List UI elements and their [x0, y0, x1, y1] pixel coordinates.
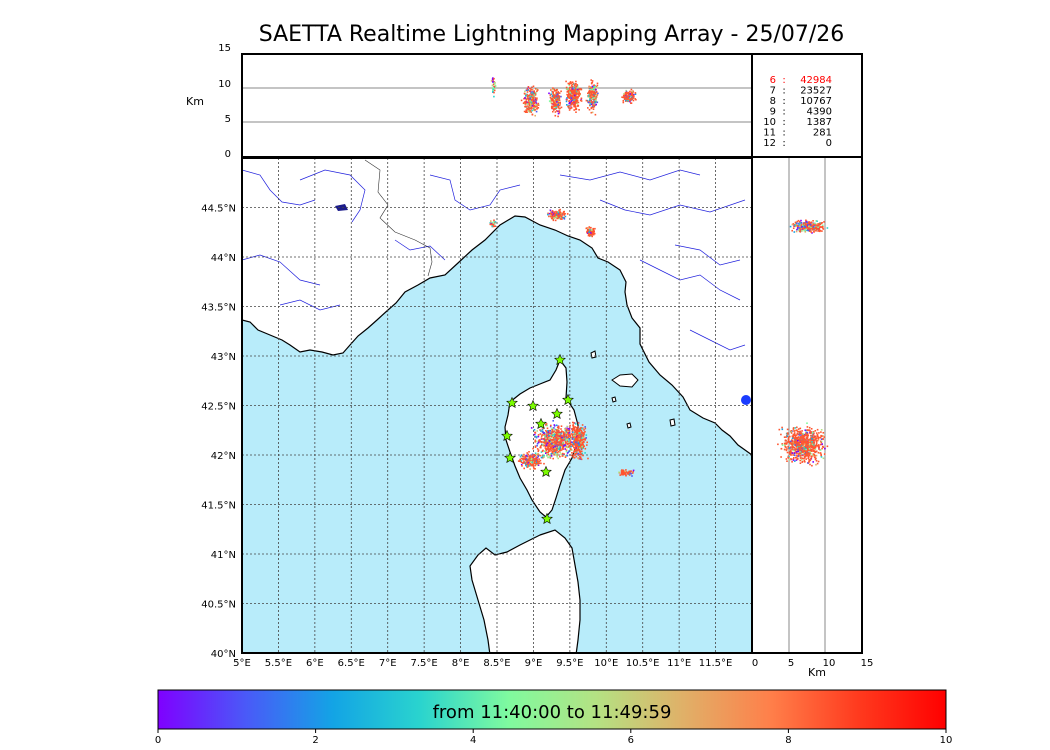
- longitude-tick-label: 11.5°E: [699, 658, 733, 669]
- altitude-gridlines: [242, 87, 752, 123]
- altitude-tick-label: 10: [218, 79, 231, 90]
- latitude-tick-label: 44.5°N: [201, 204, 236, 215]
- station-star-marker: [541, 512, 553, 525]
- altitude-lightning-points: [490, 77, 637, 118]
- latitude-tick-label: 41.5°N: [201, 501, 236, 512]
- colorbar-ticks: 0 2 4 6 8 10: [155, 729, 953, 746]
- side-tick-label: 5: [788, 658, 794, 669]
- station-count-colon: :: [782, 86, 785, 97]
- side-axis-label: Km: [808, 666, 826, 679]
- colorbar: 0 2 4 6 8 10: [155, 689, 953, 746]
- side-lightning-points: [777, 219, 829, 467]
- longitude-tick-label: 7°E: [379, 658, 397, 669]
- latitude-tick-label: 41°N: [211, 550, 236, 561]
- latitude-tick-label: 44°N: [211, 253, 236, 264]
- colorbar-tick-label: 10: [940, 735, 953, 746]
- station-count-stations: 9: [770, 107, 776, 118]
- longitude-tick-label: 6.5°E: [338, 658, 365, 669]
- latitude-tick-label: 43.5°N: [201, 303, 236, 314]
- pianosa-island: [611, 396, 617, 403]
- borders: [364, 159, 433, 277]
- station-star-marker: [504, 451, 516, 464]
- longitude-tick-label: 8.5°E: [483, 658, 510, 669]
- longitude-tick-label: 9°E: [525, 658, 543, 669]
- station-star-marker: [562, 393, 574, 406]
- station-count-stations: 11: [763, 128, 776, 139]
- longitude-tick-label: 10°E: [594, 658, 618, 669]
- side-altitude-panel: 0 5 10 15 Km: [741, 156, 874, 679]
- station-count-value: 4390: [807, 107, 832, 118]
- landmasses: [242, 158, 752, 653]
- station-count-colon: :: [782, 117, 785, 128]
- latitude-tick-label: 40°N: [211, 649, 236, 660]
- altitude-panel: Km 0 5 10 15 6: 42984 7: 23527 8: 10767 9: 4390…: [186, 43, 863, 160]
- map-panel: 5°E 5.5°E 6°E 6.5°E 7°E 7.5°E 8°E 8.5°E 9°E 9.5°E…: [201, 157, 753, 669]
- station-count-colon: :: [782, 138, 785, 149]
- station-count-colon: :: [782, 75, 785, 86]
- station-count-table: 6: 42984 7: 23527 8: 10767 9: 4390 10: 1387 11: 281…: [763, 75, 832, 149]
- station-star-marker: [501, 429, 513, 442]
- lma-station-markers: [501, 353, 574, 525]
- longitude-tick-label: 11°E: [667, 658, 691, 669]
- elba-island: [611, 373, 639, 388]
- longitude-tick-label: 5.5°E: [265, 658, 292, 669]
- station-count-stations: 8: [770, 96, 776, 107]
- longitude-tick-label: 8°E: [452, 658, 470, 669]
- side-tick-label: 10: [823, 658, 836, 669]
- altitude-tick-label: 15: [218, 43, 231, 54]
- mainland-land: [242, 158, 752, 456]
- station-star-marker: [527, 399, 539, 412]
- colorbar-time-range-label: from 11:40:00 to 11:49:59: [432, 702, 672, 723]
- station-count-value: 1387: [807, 117, 832, 128]
- side-tick-label: 15: [861, 658, 874, 669]
- altitude-axis-label: Km: [186, 95, 204, 108]
- longitude-tick-label: 5°E: [233, 658, 251, 669]
- station-count-value: 42984: [800, 75, 832, 86]
- station-count-stations: 12: [763, 138, 776, 149]
- station-count-value: 281: [813, 128, 832, 139]
- latitude-tick-label: 42.5°N: [201, 402, 236, 413]
- station-count-value: 23527: [800, 86, 832, 97]
- station-count-stations: 7: [770, 86, 776, 97]
- altitude-tick-label: 5: [225, 114, 231, 125]
- station-count-value: 0: [826, 138, 832, 149]
- station-star-marker: [554, 353, 566, 366]
- station-star-marker: [540, 465, 552, 478]
- latitude-tick-label: 43°N: [211, 352, 236, 363]
- map-lightning-points: [489, 208, 635, 477]
- colorbar-tick-label: 6: [628, 735, 634, 746]
- longitude-tick-label: 6°E: [306, 658, 324, 669]
- station-count-colon: :: [782, 128, 785, 139]
- station-star-marker: [506, 396, 518, 409]
- station-star-marker: [535, 417, 547, 430]
- colorbar-tick-label: 0: [155, 735, 161, 746]
- montecristo-island: [626, 422, 632, 429]
- colorbar-tick-label: 4: [470, 735, 476, 746]
- longitude-tick-label: 7.5°E: [411, 658, 438, 669]
- station-count-stations: 6: [770, 75, 776, 86]
- station-count-colon: :: [782, 96, 785, 107]
- colorbar-bar: [157, 689, 947, 730]
- longitude-tick-labels: 5°E 5.5°E 6°E 6.5°E 7°E 7.5°E 8°E 8.5°E 9°E 9.5°E…: [233, 658, 732, 669]
- station-star-marker: [551, 407, 563, 420]
- station-count-colon: :: [782, 107, 785, 118]
- figure-title: SAETTA Realtime Lightning Mapping Array …: [258, 22, 845, 47]
- latitude-tick-labels: 44.5°N 44°N 43.5°N 43°N 42.5°N 42°N 41.5°N 41°N…: [201, 204, 236, 661]
- side-tick-label: 0: [752, 658, 758, 669]
- latitude-tick-label: 40.5°N: [201, 600, 236, 611]
- longitude-tick-label: 10.5°E: [626, 658, 660, 669]
- station-count-stations: 10: [763, 117, 776, 128]
- colorbar-tick-label: 8: [785, 735, 791, 746]
- map-graticule: [242, 158, 752, 653]
- latitude-tick-label: 42°N: [211, 451, 236, 462]
- colorbar-tick-label: 2: [312, 735, 318, 746]
- longitude-tick-label: 9.5°E: [556, 658, 583, 669]
- station-count-value: 10767: [800, 96, 832, 107]
- giglio-island: [669, 418, 676, 427]
- edge-marker: [741, 395, 751, 405]
- altitude-tick-label: 0: [225, 149, 231, 160]
